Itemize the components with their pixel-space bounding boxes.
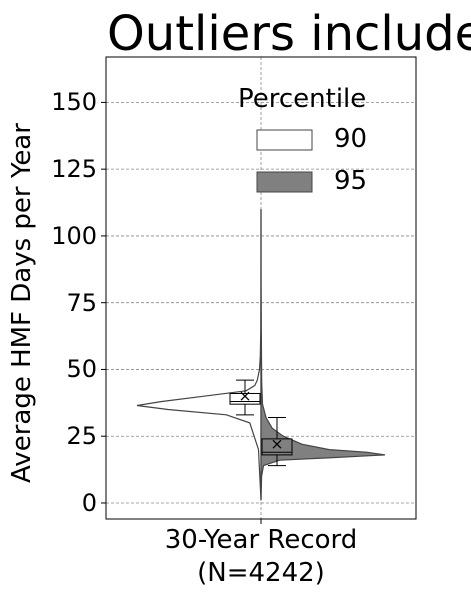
- x-tick-sublabel: (N=4242): [106, 558, 416, 589]
- y-axis-label: Average HMF Days per Year: [7, 103, 37, 503]
- legend-swatch-95: [257, 172, 312, 192]
- legend-label-90: 90: [334, 124, 367, 154]
- violin-90: [137, 209, 261, 500]
- y-tick-label-75: 75: [40, 289, 97, 317]
- y-tick-label-150: 150: [40, 88, 97, 116]
- legend-label-95: 95: [334, 166, 367, 196]
- legend-title: Percentile: [238, 84, 366, 114]
- y-tick-label-50: 50: [40, 355, 97, 383]
- x-tick-label: 30-Year Record: [106, 525, 416, 556]
- violins: [137, 209, 385, 500]
- axis-ticks: [101, 102, 261, 524]
- legend: [257, 130, 312, 192]
- y-tick-label-100: 100: [40, 222, 97, 250]
- chart-title: Outliers included: [107, 6, 417, 62]
- violin-95: [261, 209, 385, 500]
- box-90: [230, 393, 260, 404]
- y-tick-label-0: 0: [40, 489, 97, 517]
- y-tick-label-25: 25: [40, 422, 97, 450]
- legend-swatch-90: [257, 130, 312, 150]
- y-tick-label-125: 125: [40, 155, 97, 183]
